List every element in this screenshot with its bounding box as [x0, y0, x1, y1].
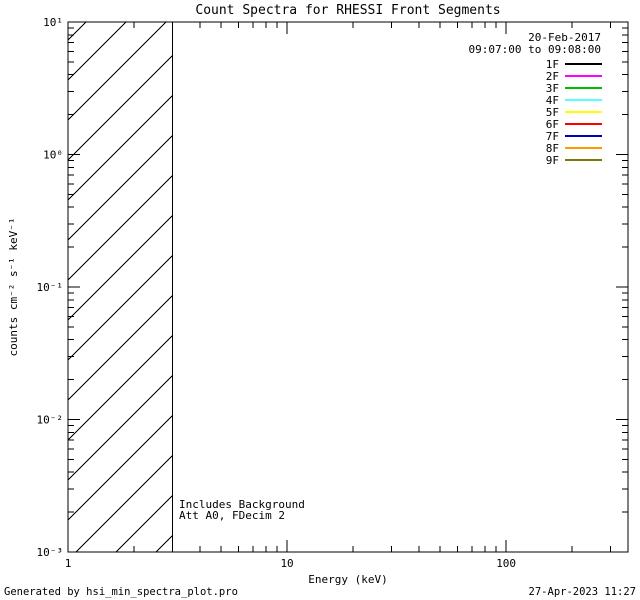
legend-label-2F: 2F: [546, 70, 559, 83]
legend-label-3F: 3F: [546, 82, 559, 95]
hatch-line: [67, 55, 173, 161]
hatch-line: [67, 255, 173, 361]
hatch-line: [155, 535, 173, 553]
hatch-line: [67, 335, 173, 441]
hatch-line: [67, 295, 173, 401]
x-tick-label: 100: [496, 557, 516, 570]
hatch-line: [67, 135, 173, 241]
legend-label-7F: 7F: [546, 130, 559, 143]
y-tick-label: 10⁻³: [37, 546, 64, 559]
legend-label-6F: 6F: [546, 118, 559, 131]
x-tick-label: 1: [65, 557, 72, 570]
legend-label-4F: 4F: [546, 94, 559, 107]
y-axis-label: counts cm⁻² s⁻¹ keV⁻¹: [7, 217, 20, 356]
hatch-line: [67, 21, 167, 121]
y-tick-label: 10⁻¹: [37, 281, 64, 294]
hatch-line: [115, 495, 173, 553]
hatch-line: [67, 215, 173, 321]
axes: 1 10 100 10⁻³ 10⁻² 10⁻¹ 10⁰ 10¹: [37, 16, 629, 570]
hatch-line: [67, 21, 127, 81]
chart-title: Count Spectra for RHESSI Front Segments: [195, 3, 500, 18]
hatch-line: [75, 455, 173, 553]
y-tick-label: 10⁰: [43, 149, 63, 162]
footer-generated-by: Generated by hsi_min_spectra_plot.pro: [4, 586, 238, 598]
annotation-includes-background: Includes Background: [179, 498, 305, 511]
hatch-line: [67, 415, 173, 521]
y-tick-label: 10⁻²: [37, 414, 64, 427]
low-energy-hatch-region: [67, 21, 174, 553]
legend-label-8F: 8F: [546, 142, 559, 155]
legend-label-9F: 9F: [546, 154, 559, 167]
legend-time-range: 09:07:00 to 09:08:00: [469, 43, 601, 56]
hatch-line: [67, 175, 173, 281]
footer-timestamp: 27-Apr-2023 11:27: [529, 586, 636, 598]
legend-label-1F: 1F: [546, 58, 559, 71]
y-tick-label: 10¹: [43, 16, 63, 29]
legend-date: 20-Feb-2017: [528, 31, 601, 44]
hatch-line: [67, 21, 87, 41]
annotation-attenuator-state: Att A0, FDecim 2: [179, 509, 285, 522]
x-axis-label: Energy (keV): [308, 573, 387, 586]
legend-label-5F: 5F: [546, 106, 559, 119]
plot-frame: [67, 21, 629, 553]
hatch-line: [67, 95, 173, 201]
hatch-line: [67, 375, 173, 481]
x-tick-label: 10: [280, 557, 293, 570]
